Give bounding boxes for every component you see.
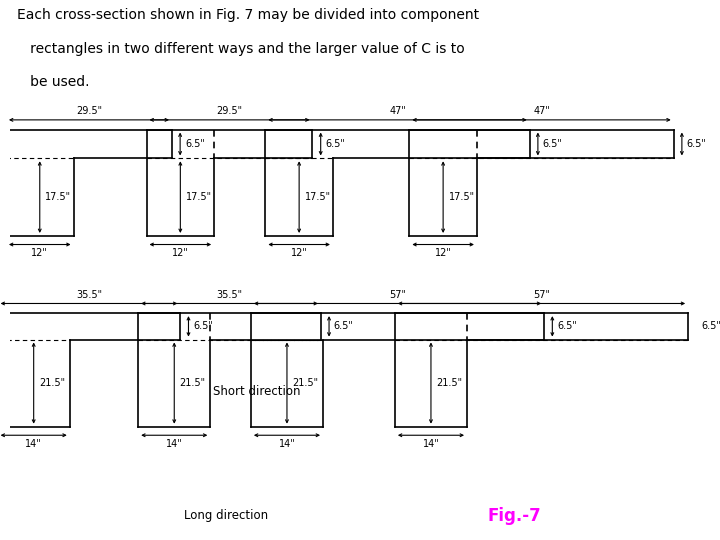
Text: 29.5": 29.5"	[76, 106, 102, 116]
Text: 57": 57"	[389, 289, 406, 300]
Text: 6.5": 6.5"	[701, 321, 720, 332]
Text: 35.5": 35.5"	[76, 289, 102, 300]
Text: 17.5": 17.5"	[449, 192, 474, 202]
Text: 17.5": 17.5"	[305, 192, 330, 202]
Text: 17.5": 17.5"	[186, 192, 212, 202]
Text: 17.5": 17.5"	[45, 192, 71, 202]
Text: 12": 12"	[32, 248, 48, 258]
Text: 21.5": 21.5"	[292, 378, 318, 388]
Text: 12": 12"	[291, 248, 307, 258]
Text: 47": 47"	[389, 106, 406, 116]
Text: Fig.-7: Fig.-7	[487, 507, 541, 525]
Text: 6.5": 6.5"	[687, 139, 706, 149]
Text: 12": 12"	[172, 248, 189, 258]
Text: 14": 14"	[279, 439, 295, 449]
Text: 14": 14"	[25, 439, 42, 449]
Text: Short direction: Short direction	[213, 385, 301, 398]
Text: 6.5": 6.5"	[334, 321, 354, 332]
Text: rectangles in two different ways and the larger value of C is to: rectangles in two different ways and the…	[17, 42, 464, 56]
Text: 57": 57"	[533, 289, 550, 300]
Text: 6.5": 6.5"	[543, 139, 562, 149]
Text: be used.: be used.	[17, 75, 89, 89]
Text: 21.5": 21.5"	[436, 378, 462, 388]
Text: 14": 14"	[423, 439, 439, 449]
Text: Each cross-section shown in Fig. 7 may be divided into component: Each cross-section shown in Fig. 7 may b…	[17, 8, 479, 22]
Text: 21.5": 21.5"	[180, 378, 206, 388]
Text: Long direction: Long direction	[184, 509, 268, 522]
Text: 29.5": 29.5"	[217, 106, 243, 116]
Text: 47": 47"	[533, 106, 550, 116]
Text: 35.5": 35.5"	[217, 289, 243, 300]
Text: 6.5": 6.5"	[557, 321, 577, 332]
Text: 6.5": 6.5"	[325, 139, 346, 149]
Text: 14": 14"	[166, 439, 183, 449]
Text: 6.5": 6.5"	[193, 321, 213, 332]
Text: 6.5": 6.5"	[185, 139, 204, 149]
Text: 12": 12"	[435, 248, 451, 258]
Text: 21.5": 21.5"	[39, 378, 66, 388]
